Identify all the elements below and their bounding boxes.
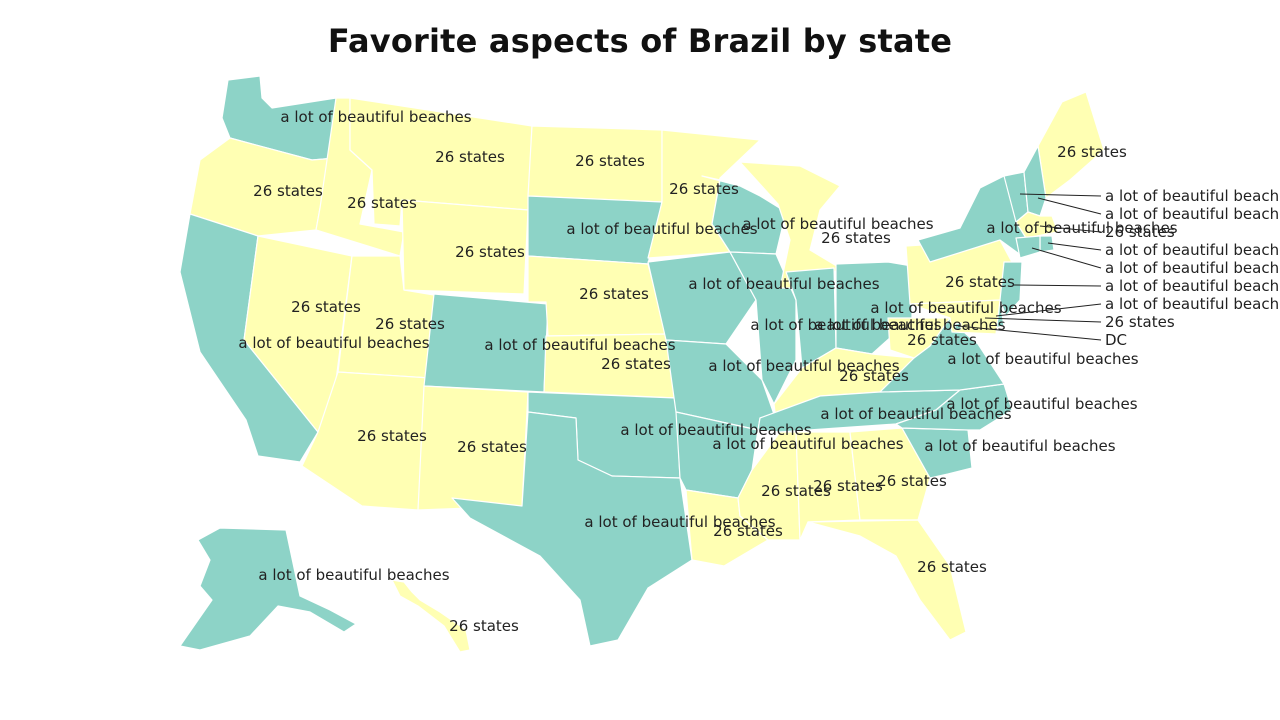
state-label-co: a lot of beautiful beaches (484, 336, 675, 354)
state-label-ny: a lot of beautiful beaches (986, 219, 1177, 237)
leader-line-de (995, 303, 1102, 317)
state-label-sc: a lot of beautiful beaches (924, 437, 1115, 455)
state-nc[interactable] (895, 383, 1013, 431)
state-hi[interactable] (391, 579, 471, 653)
state-label-me: 26 states (1057, 143, 1127, 161)
state-label-ct: a lot of beautiful beaches (1105, 259, 1280, 277)
state-label-mi: 26 states (821, 229, 891, 247)
leader-line-dc (957, 325, 1102, 341)
state-label-wv: 26 states (907, 331, 977, 349)
leader-line-md (984, 317, 1102, 323)
state-label-vt: a lot of beautiful beaches (1105, 187, 1280, 205)
state-label-nc: a lot of beautiful beaches (946, 395, 1137, 413)
state-wv[interactable] (887, 317, 951, 359)
state-label-md: 26 states (1105, 313, 1175, 331)
state-nj[interactable] (999, 261, 1023, 317)
state-label-id: 26 states (347, 194, 417, 212)
state-shapes (179, 75, 1105, 653)
state-fl[interactable] (807, 519, 967, 641)
state-label-mn: 26 states (669, 180, 739, 198)
state-label-ma: 26 states (1105, 223, 1175, 241)
state-label-hi: 26 states (449, 617, 519, 635)
state-label-wi: a lot of beautiful beaches (742, 215, 933, 233)
leader-line-ma (1039, 225, 1102, 233)
state-label-dc: DC (1105, 331, 1127, 349)
state-label-az: 26 states (357, 427, 427, 445)
state-label-wy: 26 states (455, 243, 525, 261)
state-ak[interactable] (179, 527, 357, 651)
state-label-al: 26 states (813, 477, 883, 495)
state-label-ky: 26 states (839, 367, 909, 385)
leader-line-ct (1031, 247, 1102, 269)
state-label-tx: a lot of beautiful beaches (584, 513, 775, 531)
state-label-ia: a lot of beautiful beaches (688, 275, 879, 293)
leader-line-nh (1037, 197, 1102, 215)
leader-line-ri (1047, 242, 1102, 251)
state-label-mt: 26 states (435, 148, 505, 166)
state-label-fl: 26 states (917, 558, 987, 576)
state-ct[interactable] (1015, 235, 1041, 259)
state-label-ar: a lot of beautiful beaches (712, 435, 903, 453)
state-label-ne: 26 states (579, 285, 649, 303)
state-tx[interactable] (451, 411, 693, 647)
state-ga[interactable] (849, 427, 931, 521)
state-label-ak: a lot of beautiful beaches (258, 566, 449, 584)
state-label-wa: a lot of beautiful beaches (280, 108, 471, 126)
state-label-ca: a lot of beautiful beaches (238, 334, 429, 352)
state-label-va: a lot of beautiful beaches (947, 350, 1138, 368)
state-label-ut: 26 states (375, 315, 445, 333)
state-label-la: 26 states (713, 522, 783, 540)
leader-lines (957, 193, 1102, 341)
state-label-ga: 26 states (877, 472, 947, 490)
state-label-nd: 26 states (575, 152, 645, 170)
state-label-nh: a lot of beautiful beaches (1105, 205, 1280, 223)
state-label-ok: a lot of beautiful beaches (620, 421, 811, 439)
state-label-mo: a lot of beautiful beaches (708, 357, 899, 375)
state-label-pa: 26 states (945, 273, 1015, 291)
state-label-in: a lot of beautiful beaches (814, 316, 1005, 334)
state-md[interactable] (909, 299, 1001, 335)
state-label-sd: a lot of beautiful beaches (566, 220, 757, 238)
state-label-nm: 26 states (457, 438, 527, 456)
state-wy[interactable] (401, 199, 529, 295)
state-il[interactable] (729, 251, 797, 405)
state-label-oh: a lot of beautiful beaches (870, 299, 1061, 317)
state-ia[interactable] (647, 251, 757, 345)
state-label-ks: 26 states (601, 355, 671, 373)
state-ms[interactable] (737, 431, 801, 541)
state-label-nv: 26 states (291, 298, 361, 316)
state-label-ri: a lot of beautiful beaches (1105, 241, 1280, 259)
state-label-tn: a lot of beautiful beaches (820, 405, 1011, 423)
leader-line-nj (1013, 284, 1102, 287)
leader-line-vt (1019, 193, 1102, 197)
state-label-il: a lot of beautiful beaches (750, 316, 941, 334)
state-label-nj: a lot of beautiful beaches (1105, 277, 1280, 295)
state-label-or: 26 states (253, 182, 323, 200)
map-title: Favorite aspects of Brazil by state (327, 22, 953, 60)
state-label-ms: 26 states (761, 482, 831, 500)
state-label-de: a lot of beautiful beaches (1105, 295, 1280, 313)
